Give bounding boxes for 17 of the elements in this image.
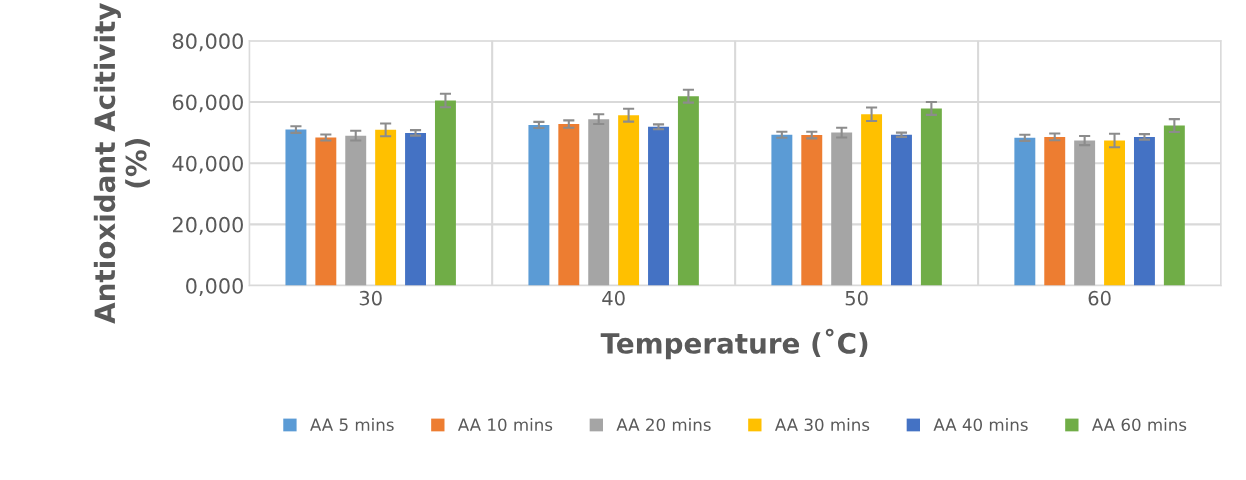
x-tick-label: 50	[845, 290, 868, 306]
legend-label: AA 5 mins	[310, 418, 394, 432]
legend-label: AA 60 mins	[1091, 418, 1187, 432]
y-tick-label: 20,000	[172, 216, 243, 235]
x-tick-label: 30	[359, 290, 382, 306]
y-tick-label: 0,000	[186, 278, 243, 296]
legend-label: AA 10 mins	[457, 418, 553, 432]
legend-label: AA 40 mins	[933, 418, 1028, 432]
y-tick-label: 80,000	[172, 33, 243, 52]
x-tick-label: 60	[1088, 290, 1111, 306]
x-tick-label: 40	[602, 290, 625, 306]
y-tick-label: 60,000	[172, 94, 243, 113]
legend-label: AA 30 mins	[774, 418, 870, 432]
y-axis-title: Antioxidant Acitivity (%)	[93, 3, 150, 324]
y-tick-label: 40,000	[172, 155, 243, 174]
x-axis-title: Temperature (˚C)	[600, 328, 868, 360]
legend-label: AA 20 mins	[616, 418, 711, 432]
